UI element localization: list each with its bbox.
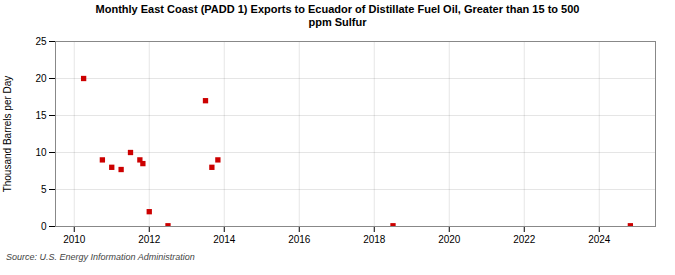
svg-text:2022: 2022: [513, 234, 536, 245]
html-text:Source: U.S. Energy Informatio: Source: U.S. Energy Information Administ…: [6, 252, 195, 262]
svg-text:2014: 2014: [213, 234, 236, 245]
svg-text:10: 10: [35, 147, 47, 158]
svg-text:2010: 2010: [63, 234, 86, 245]
svg-text:0: 0: [41, 221, 47, 232]
svg-text:2016: 2016: [288, 234, 311, 245]
svg-text:20: 20: [35, 73, 47, 84]
svg-text:Thousand Barrels per Day: Thousand Barrels per Day: [2, 76, 13, 193]
html-text:Monthly East Coast (PADD 1) Ex: Monthly East Coast (PADD 1) Exports to E…: [95, 3, 580, 28]
svg-text:25: 25: [35, 36, 47, 47]
svg-text:2018: 2018: [363, 234, 386, 245]
svg-text:2012: 2012: [138, 234, 161, 245]
svg-text:2020: 2020: [438, 234, 461, 245]
svg-text:2024: 2024: [588, 234, 611, 245]
svg-text:15: 15: [35, 110, 47, 121]
svg-text:5: 5: [41, 184, 47, 195]
